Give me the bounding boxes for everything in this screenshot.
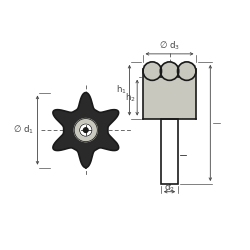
Bar (161, 118, 178, 184)
Text: d$_2$: d$_2$ (164, 182, 175, 194)
Bar (142, 65, 197, 118)
Polygon shape (53, 92, 118, 168)
Circle shape (74, 118, 97, 142)
Text: h$_1$: h$_1$ (116, 84, 127, 96)
Circle shape (178, 62, 196, 80)
Text: $\varnothing$ d$_1$: $\varnothing$ d$_1$ (13, 124, 34, 136)
Text: h$_2$: h$_2$ (125, 91, 136, 104)
Circle shape (143, 62, 162, 80)
Circle shape (84, 128, 88, 132)
Circle shape (80, 124, 92, 136)
Circle shape (160, 62, 179, 80)
Text: $\varnothing$ d$_3$: $\varnothing$ d$_3$ (159, 39, 180, 52)
